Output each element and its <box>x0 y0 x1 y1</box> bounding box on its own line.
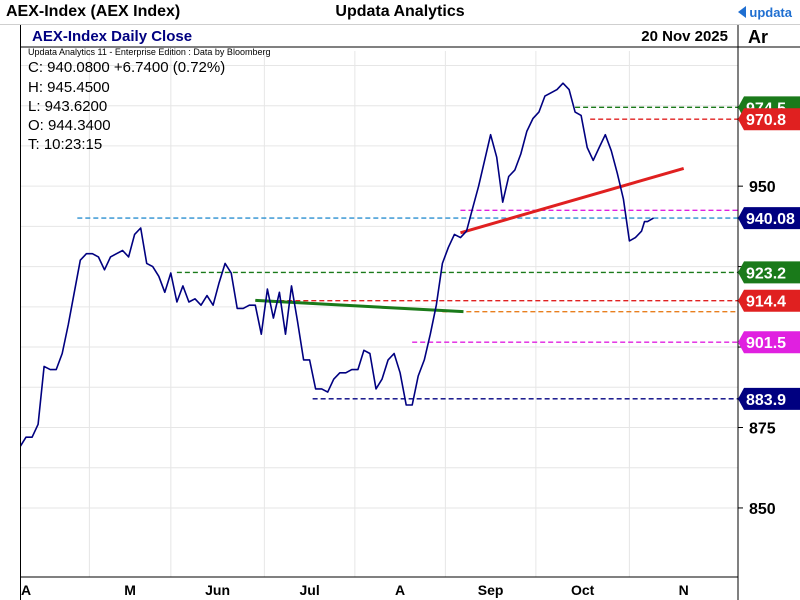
level-value-box: 923.2 <box>738 261 800 284</box>
plot-frame <box>20 25 800 600</box>
trend-line <box>255 298 464 314</box>
level-value-box: 901.5 <box>738 331 800 354</box>
title-bar: AEX-Index (AEX Index) Updata Analytics u… <box>0 0 800 25</box>
ohlc-close: C: 940.0800 +6.7400 (0.72%) <box>28 59 225 76</box>
price-series <box>20 82 654 448</box>
logo-text: updata <box>749 5 792 20</box>
trend-line <box>460 167 685 235</box>
y-tick-label: 950 <box>749 179 776 196</box>
level-value-bg <box>738 207 800 230</box>
ohlc-high: H: 945.4500 <box>28 79 110 96</box>
level-value-box: 940.08 <box>738 207 800 230</box>
updata-logo[interactable]: updata <box>738 5 792 20</box>
window-title: AEX-Index (AEX Index) <box>6 3 181 20</box>
x-month-label: Oct <box>571 582 595 598</box>
level-value-label: 923.2 <box>746 265 786 282</box>
x-axis: A M Jun Jul A Sep Oct N <box>21 582 689 598</box>
level-value-label: 883.9 <box>746 392 786 409</box>
x-month-label: Sep <box>478 582 504 598</box>
price-chart[interactable]: AEX-Index Daily Close 20 Nov 2025 Updata A… <box>20 25 800 600</box>
level-value-bg <box>738 387 800 410</box>
y-tick-label: 875 <box>749 421 776 438</box>
y-tick-label: 850 <box>749 501 776 518</box>
x-month-label: Jun <box>205 582 230 598</box>
trend-lines <box>255 167 685 314</box>
level-value-box: 914.4 <box>738 289 800 312</box>
level-value-label: 970.8 <box>746 112 786 129</box>
chart-title: AEX-Index Daily Close <box>32 28 192 45</box>
level-value-box: 970.8 <box>738 108 800 131</box>
x-month-label: N <box>679 582 689 598</box>
grid <box>20 51 738 577</box>
level-value-bg <box>738 261 800 284</box>
level-value-bg <box>738 108 800 131</box>
chart-date: 20 Nov 2025 <box>641 28 728 45</box>
horizontal-levels <box>77 106 738 400</box>
level-value-label: 914.4 <box>746 294 786 311</box>
x-month-label: M <box>124 582 136 598</box>
level-value-bg <box>738 289 800 312</box>
x-month-label: Jul <box>299 582 319 598</box>
axis-scale-label: Ar <box>748 27 768 47</box>
x-month-label: A <box>395 582 405 598</box>
level-value-box: 883.9 <box>738 387 800 410</box>
level-value-bg <box>738 331 800 354</box>
y-axis: Ar850875900925950974.5970.8940.08923.291… <box>738 27 800 518</box>
chart-subtitle: Updata Analytics 11 - Enterprise Edition… <box>28 47 270 57</box>
close-price-line <box>20 82 654 448</box>
ohlc-low: L: 943.6200 <box>28 98 107 115</box>
ohlc-time: T: 10:23:15 <box>28 136 102 153</box>
chart-area[interactable]: AEX-Index Daily Close 20 Nov 2025 Updata A… <box>20 25 800 600</box>
ohlc-open: O: 944.3400 <box>28 117 111 134</box>
level-value-label: 901.5 <box>746 335 786 352</box>
updata-logo-icon <box>738 6 747 18</box>
x-month-label: A <box>21 582 31 598</box>
level-value-label: 940.08 <box>746 211 795 228</box>
chart-text: AEX-Index Daily Close 20 Nov 2025 Updata A… <box>28 28 728 153</box>
